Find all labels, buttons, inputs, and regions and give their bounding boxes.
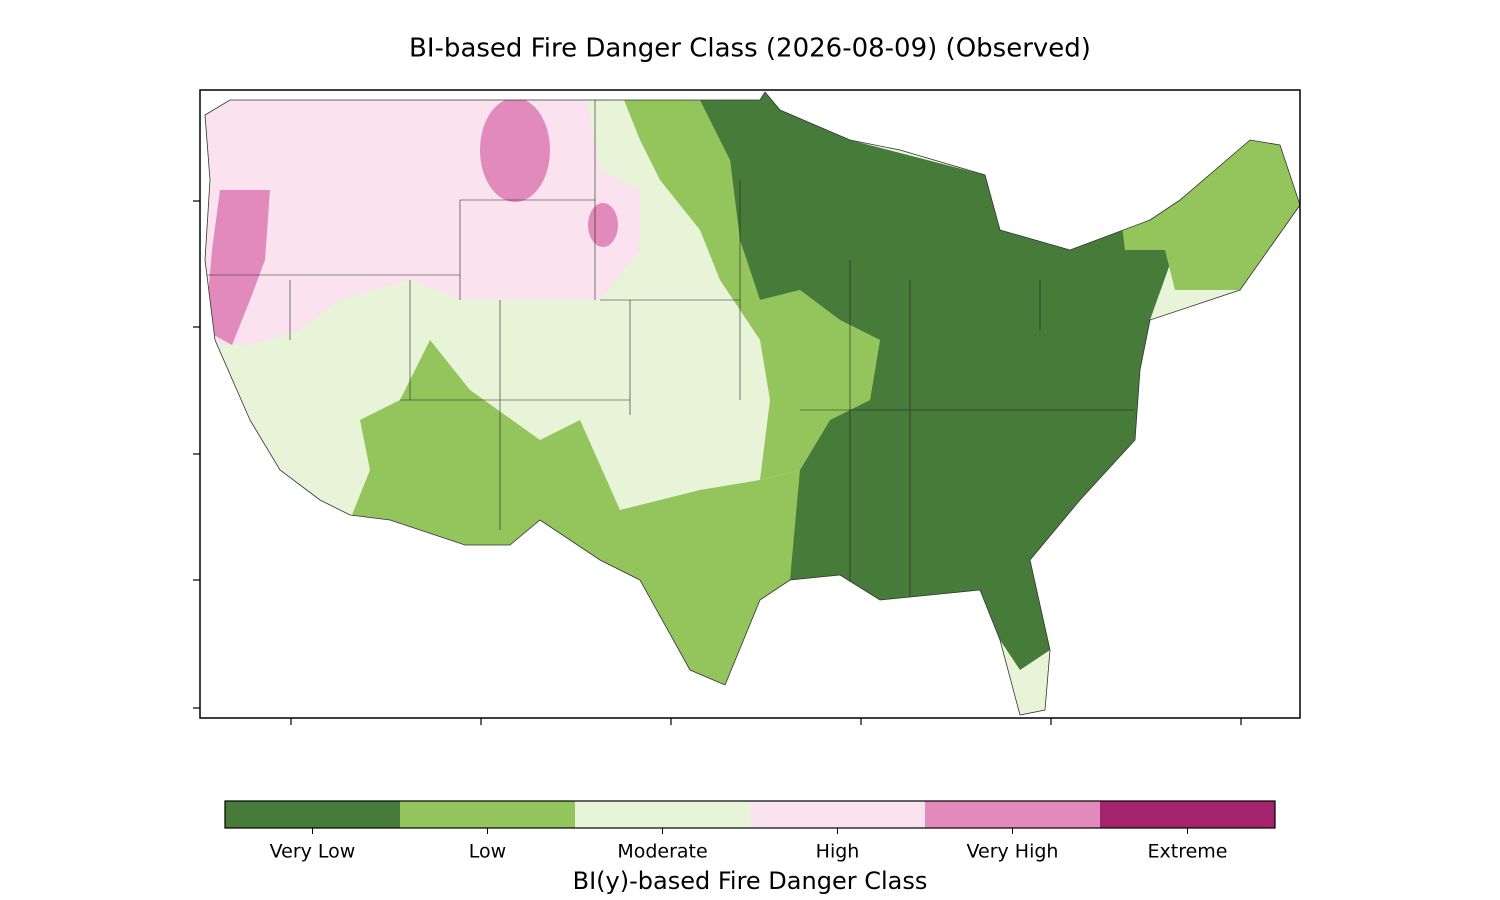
coastline xyxy=(204,91,1301,716)
colorbar-class-label: Extreme xyxy=(1148,841,1228,863)
colorbar-segment xyxy=(1100,801,1276,828)
colorbar-segment xyxy=(225,801,401,828)
colorbar-class-label: High xyxy=(816,841,860,863)
colorbar-frame xyxy=(224,800,1276,829)
map xyxy=(193,89,1301,725)
region-low xyxy=(350,340,800,700)
region-low xyxy=(620,92,880,480)
region-very-low xyxy=(695,92,1175,670)
colorbar-segment xyxy=(925,801,1101,828)
region-very-high xyxy=(205,190,270,345)
region-very-high xyxy=(588,203,618,247)
region-low xyxy=(1120,140,1300,290)
colorbar-segment xyxy=(575,801,751,828)
colorbar-class-label: Moderate xyxy=(617,841,707,863)
colorbar-class-label: Very High xyxy=(967,841,1059,863)
colorbar-class-label: Very Low xyxy=(270,841,356,863)
colorbar-class-label: Low xyxy=(469,841,506,863)
colorbar-segment xyxy=(400,801,576,828)
axis-ticks xyxy=(193,200,1242,725)
colorbar-segment xyxy=(750,801,926,828)
region-very-high xyxy=(480,98,550,202)
colorbar-label: BI(y)-based Fire Danger Class xyxy=(573,867,928,895)
state-borders xyxy=(205,100,1135,600)
map-frame xyxy=(199,89,1301,719)
map-title: BI-based Fire Danger Class (2026-08-09) … xyxy=(409,34,1091,64)
colorbar: Very Low Low Moderate High Very High Extreme xyxy=(224,800,1276,863)
